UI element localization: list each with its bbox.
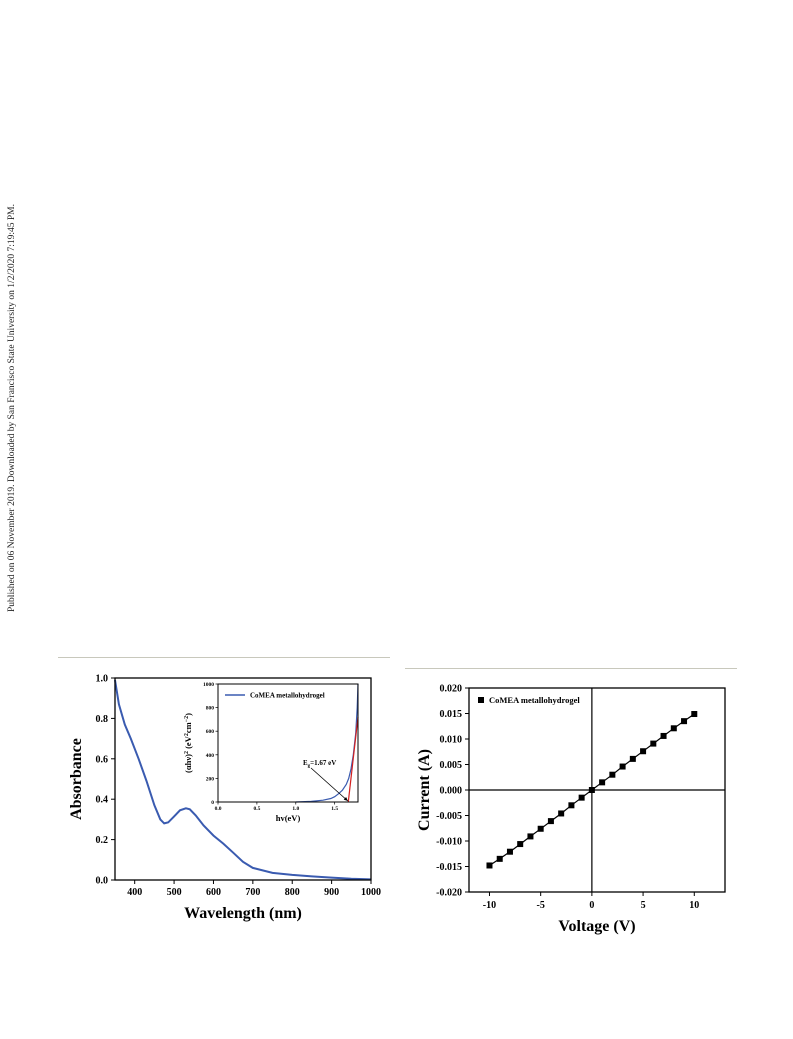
y-tick-label: 0.015 [440,709,463,720]
x-tick-label: 700 [245,887,260,898]
x-tick-label: 10 [689,900,699,911]
x-tick-label: -5 [537,900,545,911]
inset-background [218,684,363,802]
x-tick-label: 1000 [361,887,381,898]
x-tick-label: 600 [206,887,221,898]
iv-data-point [640,748,647,755]
bandgap-annotation: Eg=1.67 eV [303,759,336,769]
inset-y-tick-label: 0 [211,800,214,806]
download-notice-text: Published on 06 November 2019. Downloade… [7,204,17,612]
y-tick-label: 0.2 [96,835,109,846]
inset-x-axis-label: hv(eV) [276,813,301,823]
iv-data-point [568,802,575,809]
inset-x-tick-label: 1.0 [292,806,299,812]
iv-data-point [517,841,524,848]
iv-data-point [660,732,667,739]
iv-data-point [599,779,606,786]
y-tick-label: -0.020 [436,888,462,899]
y-axis-label: Absorbance [68,738,85,820]
plot-frame [468,687,726,893]
y-tick-label: 0.6 [96,754,109,765]
inset-x-tick-label: 1.5 [331,806,338,812]
inset-frame [217,683,359,803]
y-tick-label: -0.015 [436,862,462,873]
inset-y-tick-label: 400 [206,753,215,759]
iv-chart: -10 -5 0 5 10 0.020 0.015 0.010 0.005 0.000 -0.005… [416,684,726,935]
iv-data-point [588,787,595,793]
absorbance-curve [114,679,372,881]
iv-data-point [609,771,616,778]
y-tick-label: -0.010 [436,837,462,848]
y-tick-label: 0.000 [440,786,463,797]
inset-legend-label: CoMEA metallohydrogel [250,692,325,700]
x-tick-label: 500 [167,887,182,898]
absorbance-chart: 400 500 600 700 800 900 1000 0.0 0.2 0.4 0.6 0.8 1.0… [68,674,381,923]
iv-data-point [527,833,534,840]
x-axis-label: Voltage (V) [558,918,635,935]
download-notice: Published on 06 November 2019. Downloade… [0,0,24,1039]
x-tick-label: 0 [589,900,594,911]
iv-data-point [629,755,636,762]
iv-data-point [547,818,554,825]
iv-data-point [578,794,585,801]
bandgap-arrowhead [343,796,348,801]
y-tick-label: -0.005 [436,811,462,822]
inset-fit-line [347,716,359,803]
inset-y-tick-label: 1000 [203,682,214,688]
legend-marker [478,697,484,703]
y-tick-label: 0.020 [440,684,463,695]
iv-data-points [486,711,698,869]
y-tick-label: 0.4 [96,795,109,806]
inset-y-tick-label: 600 [206,729,215,735]
x-tick-label: 400 [127,887,142,898]
iv-data-point [558,810,565,817]
y-tick-label: 0.005 [440,760,463,771]
x-tick-label: 5 [641,900,646,911]
iv-data-point [681,718,688,725]
plot-frame [114,677,372,881]
x-tick-label: 800 [285,887,300,898]
iv-data-point [670,725,677,732]
inset-x-tick-label: 0.0 [215,806,222,812]
inset-y-tick-label: 800 [206,706,215,712]
legend-label: CoMEA metallohydrogel [489,695,580,705]
x-tick-label: 900 [324,887,339,898]
y-tick-label: 0.8 [96,714,109,725]
separator-rule-right [405,668,737,669]
inset-chart: 0.0 0.5 1.0 1.5 0 200 400 600 800 1000 CoMEA meta… [183,682,363,823]
inset-x-tick-label: 0.5 [253,806,260,812]
x-axis-label: Wavelength (nm) [184,905,302,922]
y-axis-label: Current (A) [416,749,433,831]
inset-y-tick-label: 200 [206,776,215,782]
iv-data-point [691,711,698,718]
iv-data-point [537,825,544,832]
bandgap-arrow [310,767,349,802]
inset-y-axis-label: (αhν)2 (eV2cm−2) [183,713,193,773]
y-tick-label: 0.010 [440,735,463,746]
iv-data-point [496,855,503,862]
iv-data-point [619,763,626,770]
iv-data-point [486,862,493,869]
y-tick-label: 1.0 [96,674,109,685]
x-tick-label: -10 [483,900,496,911]
iv-data-point [506,848,513,855]
separator-rule-left [58,657,390,658]
iv-data-point [650,740,657,747]
y-tick-label: 0.0 [96,876,109,887]
